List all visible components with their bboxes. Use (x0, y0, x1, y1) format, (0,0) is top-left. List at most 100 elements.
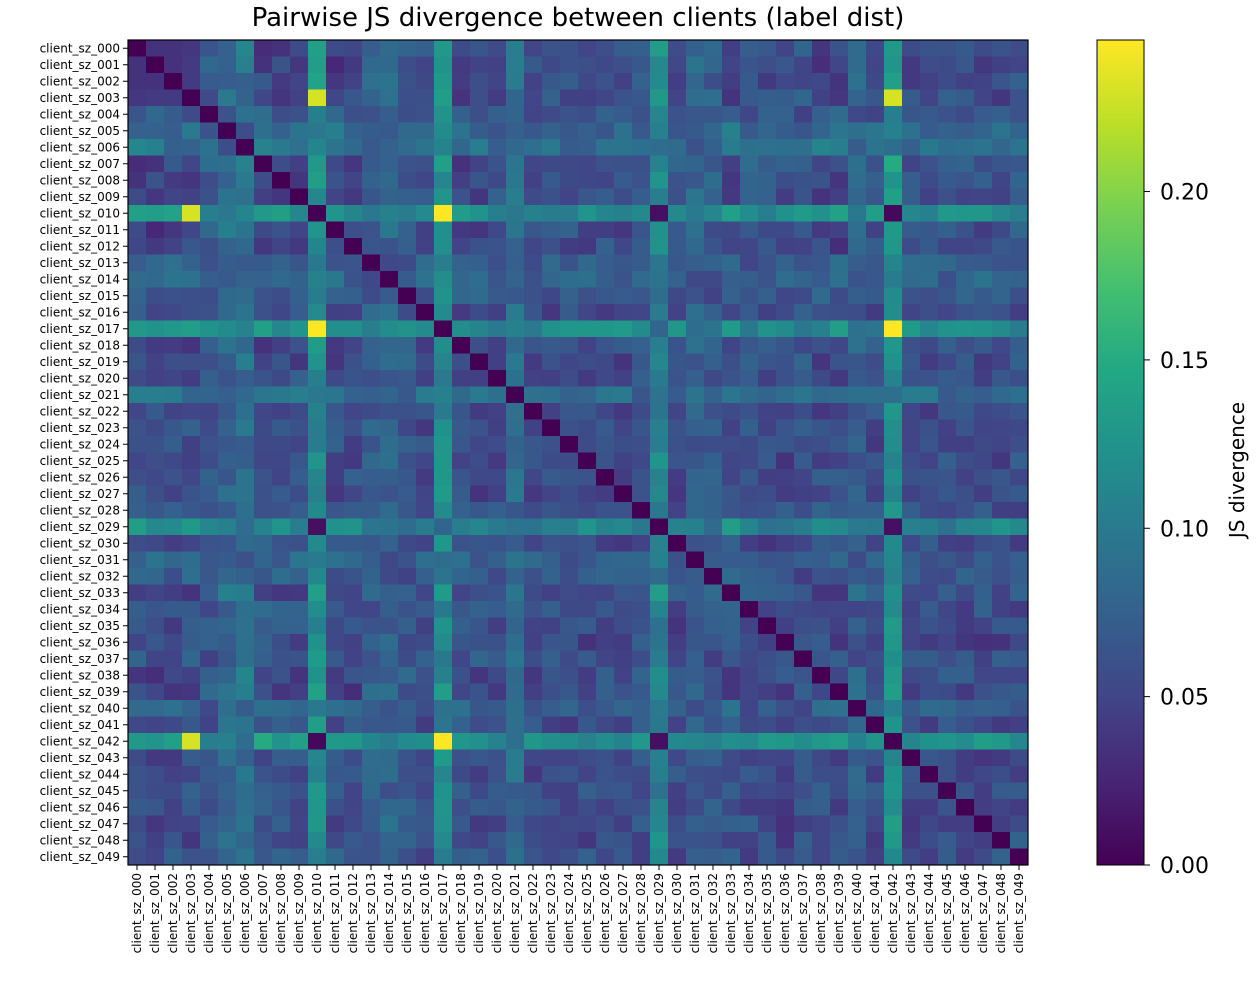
heatmap-cell (1010, 106, 1029, 123)
heatmap-cell (524, 370, 543, 387)
heatmap-cell (398, 832, 417, 849)
heatmap-cell (668, 502, 687, 519)
heatmap-cell (470, 617, 489, 635)
heatmap-cell (344, 634, 363, 651)
x-tick-label: client_sz_003 (184, 873, 198, 953)
heatmap-cell (794, 815, 813, 833)
heatmap-cell (506, 271, 525, 288)
heatmap-cell (956, 535, 975, 552)
heatmap-cell (542, 568, 561, 585)
heatmap-cell (614, 337, 633, 354)
heatmap-cell (992, 766, 1011, 783)
heatmap-cell (380, 73, 399, 90)
heatmap-cell (146, 568, 165, 585)
heatmap-cell (254, 667, 273, 684)
heatmap-cell (812, 337, 831, 354)
heatmap-cell (326, 238, 345, 255)
heatmap-cell (362, 799, 381, 816)
heatmap-cell (362, 271, 381, 288)
heatmap-cell (416, 832, 435, 849)
heatmap-cell (200, 584, 219, 602)
heatmap-cell (182, 172, 201, 189)
heatmap-cell (920, 848, 939, 866)
heatmap-cell (542, 502, 561, 519)
heatmap-cell (956, 667, 975, 684)
heatmap-cell (992, 584, 1011, 602)
heatmap-cell (398, 271, 417, 288)
heatmap-cell (794, 502, 813, 519)
heatmap-cell (524, 271, 543, 288)
heatmap-cell (146, 139, 165, 156)
heatmap-cell (506, 89, 525, 107)
heatmap-cell (524, 188, 543, 206)
heatmap-cell (938, 601, 957, 618)
heatmap-cell (578, 73, 597, 90)
heatmap-cell (794, 584, 813, 602)
heatmap-cell (884, 502, 903, 519)
heatmap-cell (596, 848, 615, 866)
heatmap-cell (578, 122, 597, 140)
heatmap-cell (200, 254, 219, 272)
heatmap-cell (254, 287, 273, 305)
heatmap-cell (362, 386, 381, 404)
heatmap-cell (758, 749, 777, 767)
heatmap-cell (596, 617, 615, 635)
y-tick-label: client_sz_035 (40, 619, 120, 633)
heatmap-cell (488, 667, 507, 684)
heatmap-cell (326, 188, 345, 206)
heatmap-cell (938, 73, 957, 90)
heatmap-cell (344, 436, 363, 453)
heatmap-cell (380, 601, 399, 618)
heatmap-cell (362, 122, 381, 140)
heatmap-cell (272, 485, 291, 503)
heatmap-cell (632, 403, 651, 420)
heatmap-cell (272, 782, 291, 800)
heatmap-cell (812, 848, 831, 866)
heatmap-cell (308, 238, 327, 255)
heatmap-cell (920, 485, 939, 503)
heatmap-cell (650, 749, 669, 767)
heatmap-cell (290, 848, 309, 866)
heatmap-cell (488, 733, 507, 750)
heatmap-cell (182, 419, 201, 437)
heatmap-cell (992, 106, 1011, 123)
heatmap-cell (848, 403, 867, 420)
heatmap-cell (740, 238, 759, 255)
heatmap-cell (254, 452, 273, 470)
heatmap-cell (452, 320, 471, 338)
heatmap-cell (524, 155, 543, 173)
heatmap-cell (776, 650, 795, 668)
heatmap-cell (506, 403, 525, 420)
heatmap-cell (236, 419, 255, 437)
heatmap-cell (380, 287, 399, 305)
heatmap-cell (164, 650, 183, 668)
heatmap-cell (200, 304, 219, 321)
heatmap-cell (992, 238, 1011, 255)
heatmap-cell (686, 782, 705, 800)
heatmap-cell (236, 287, 255, 305)
heatmap-cell (434, 848, 453, 866)
heatmap-cell (524, 832, 543, 849)
heatmap-cell (398, 617, 417, 635)
heatmap-cell (830, 254, 849, 272)
heatmap-cell (938, 386, 957, 404)
heatmap-cell (326, 353, 345, 371)
heatmap-cell (614, 106, 633, 123)
heatmap-cell (974, 601, 993, 618)
heatmap-cell (794, 370, 813, 387)
heatmap-cell (920, 205, 939, 222)
heatmap-cell (128, 452, 147, 470)
heatmap-cell (236, 617, 255, 635)
heatmap-cell (200, 848, 219, 866)
heatmap-cell (848, 799, 867, 816)
heatmap-cell (524, 122, 543, 140)
heatmap-cell (254, 221, 273, 239)
heatmap-cell (848, 320, 867, 338)
heatmap-cell (632, 848, 651, 866)
heatmap-cell (218, 320, 237, 338)
heatmap-cell (182, 139, 201, 156)
heatmap-cell (524, 799, 543, 816)
heatmap-cell (650, 89, 669, 107)
heatmap-cell (560, 188, 579, 206)
heatmap-cell (578, 601, 597, 618)
